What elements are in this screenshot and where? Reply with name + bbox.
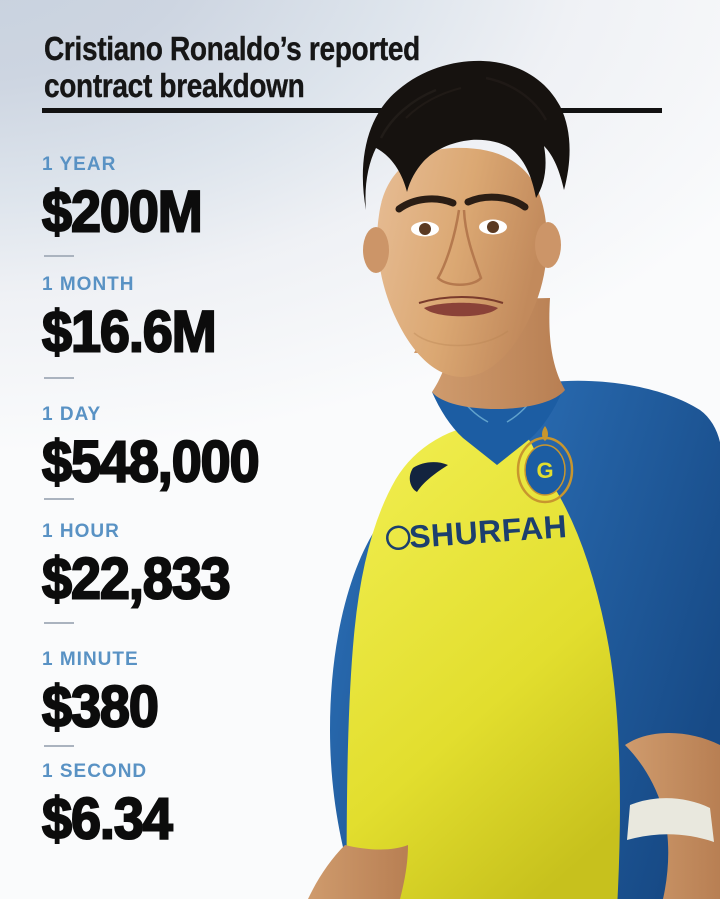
- svg-text:G: G: [536, 458, 553, 483]
